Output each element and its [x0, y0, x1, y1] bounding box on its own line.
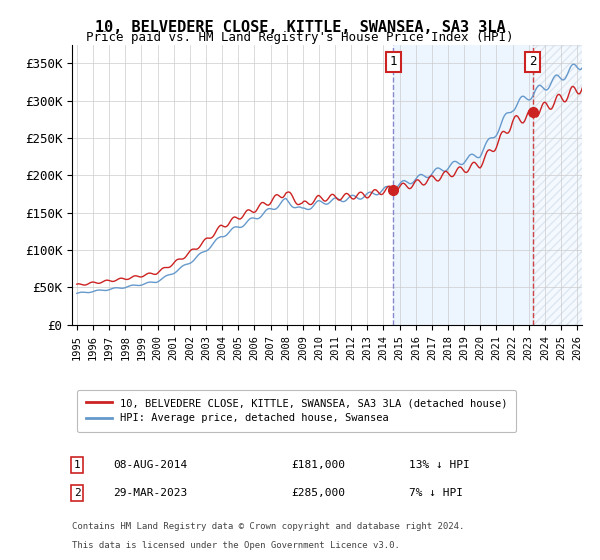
Bar	[393, 45, 533, 325]
Text: Contains HM Land Registry data © Crown copyright and database right 2024.: Contains HM Land Registry data © Crown c…	[72, 522, 464, 531]
Text: 13% ↓ HPI: 13% ↓ HPI	[409, 460, 469, 470]
Legend: 10, BELVEDERE CLOSE, KITTLE, SWANSEA, SA3 3LA (detached house), HPI: Average pri: 10, BELVEDERE CLOSE, KITTLE, SWANSEA, SA…	[77, 390, 516, 432]
Text: 1: 1	[389, 55, 397, 68]
Text: £285,000: £285,000	[291, 488, 346, 498]
Text: Price paid vs. HM Land Registry's House Price Index (HPI): Price paid vs. HM Land Registry's House …	[86, 31, 514, 44]
Bar	[533, 45, 585, 325]
Text: 2: 2	[74, 488, 80, 498]
Text: 29-MAR-2023: 29-MAR-2023	[113, 488, 187, 498]
Text: 1: 1	[74, 460, 80, 470]
Text: £181,000: £181,000	[291, 460, 346, 470]
Text: 10, BELVEDERE CLOSE, KITTLE, SWANSEA, SA3 3LA: 10, BELVEDERE CLOSE, KITTLE, SWANSEA, SA…	[95, 20, 505, 35]
Text: This data is licensed under the Open Government Licence v3.0.: This data is licensed under the Open Gov…	[72, 542, 400, 550]
Text: 08-AUG-2014: 08-AUG-2014	[113, 460, 187, 470]
Text: 7% ↓ HPI: 7% ↓ HPI	[409, 488, 463, 498]
Text: 2: 2	[529, 55, 536, 68]
